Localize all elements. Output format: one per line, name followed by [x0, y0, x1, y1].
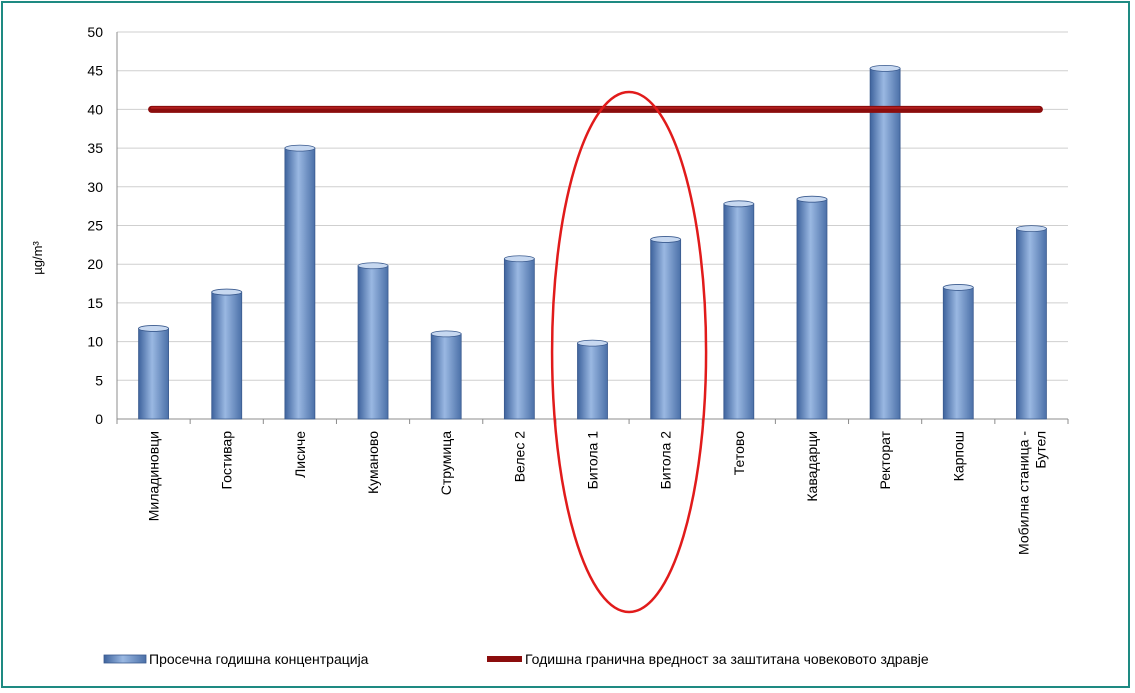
y-tick-label: 45 — [87, 63, 103, 79]
category-label-line: Бутел — [1032, 431, 1048, 469]
category-label-text: Кавадарци — [804, 431, 820, 502]
bar-top — [211, 288, 243, 296]
bar-top — [723, 200, 755, 208]
category-label: Тетово — [731, 431, 747, 475]
category-label: Карпош — [950, 431, 966, 481]
bar-body — [577, 342, 608, 420]
bar — [1016, 225, 1047, 420]
category-label-text: Гостивар — [219, 431, 235, 490]
bar-body — [796, 198, 828, 420]
category-label-text: Миладиновци — [146, 431, 162, 521]
category-label-text: Велес 2 — [511, 431, 527, 483]
category-label: Мобилна станица -Бутел — [1015, 431, 1048, 555]
bar-body — [503, 258, 535, 420]
bar-body — [211, 291, 243, 420]
category-label-text: Мобилна станица -Бутел — [1015, 431, 1048, 555]
y-axis-label: µg/m³ — [30, 241, 45, 275]
category-label: Ректорат — [877, 430, 893, 489]
bar-body — [869, 67, 901, 420]
y-tick-label: 15 — [87, 295, 103, 311]
category-label: Куманово — [365, 431, 381, 494]
gridlines — [117, 31, 1068, 381]
y-tick-label: 20 — [87, 256, 103, 272]
legend-item-line: Годишна гранична вредност за заштитана ч… — [487, 651, 929, 667]
category-label: Велес 2 — [511, 431, 527, 483]
y-tick-label: 40 — [87, 101, 103, 117]
category-label: Струмица — [438, 431, 454, 495]
legend-label-line: Годишна гранична вредност за заштитана ч… — [525, 651, 929, 667]
bar-top — [577, 339, 608, 347]
category-label-text: Куманово — [365, 431, 381, 494]
bar-body — [138, 328, 169, 420]
bar — [357, 262, 389, 420]
bar-body — [942, 287, 974, 420]
bars — [138, 64, 1047, 420]
y-tick-label: 25 — [87, 218, 103, 234]
bar-body — [723, 203, 755, 420]
bar — [723, 200, 755, 420]
legend-swatch-bar — [103, 654, 147, 664]
category-label-text: Тетово — [731, 431, 747, 475]
legend-item-bar: Просечна годишна концентрација — [103, 651, 369, 667]
bar-body — [650, 239, 682, 420]
category-label-text: Струмица — [438, 431, 454, 495]
bar-body — [430, 333, 462, 420]
category-label-text: Битола 1 — [585, 431, 601, 490]
category-label-text: Карпош — [950, 431, 966, 481]
bar — [796, 195, 828, 420]
category-label-text: Битола 2 — [658, 431, 674, 490]
category-label: Битола 1 — [585, 431, 601, 490]
bar-top — [942, 284, 974, 291]
bar — [942, 284, 974, 420]
bar-top — [357, 262, 389, 270]
category-label: Миладиновци — [146, 431, 162, 521]
bar-body — [284, 147, 316, 420]
bar — [430, 330, 462, 420]
bar — [577, 339, 608, 420]
bar-body — [1016, 228, 1047, 420]
category-label-text: Ректорат — [877, 430, 893, 489]
y-tick-label: 0 — [95, 411, 103, 427]
bar-top — [284, 144, 316, 152]
bar — [211, 288, 243, 420]
bar — [138, 325, 169, 420]
category-label: Гостивар — [219, 431, 235, 490]
bar-top — [1016, 225, 1047, 232]
category-label-line: Мобилна станица - — [1015, 431, 1031, 555]
category-label-text: Лисиче — [292, 431, 308, 478]
highlight-ellipse — [550, 90, 708, 614]
category-labels: Миладиновци Гостивар Лисиче Куманово Струмиц… — [146, 430, 1049, 555]
bar-top — [430, 330, 462, 338]
legend-label-bar: Просечна годишна концентрација — [149, 651, 369, 667]
y-tick-label: 10 — [87, 334, 103, 350]
bar-top — [869, 64, 901, 72]
limit-line-layer — [148, 105, 1043, 113]
y-tick-label: 50 — [87, 24, 103, 40]
y-tick-label: 35 — [87, 140, 103, 156]
category-label: Кавадарци — [804, 431, 820, 502]
bar — [503, 255, 535, 420]
y-tick-label: 5 — [95, 372, 103, 388]
bar-top — [650, 236, 682, 243]
category-label: Битола 2 — [658, 431, 674, 490]
y-tick-label: 30 — [87, 179, 103, 195]
bar — [284, 144, 316, 420]
bar-body — [357, 265, 389, 420]
highlight-layer — [550, 90, 708, 614]
bar — [869, 64, 901, 420]
bar-top — [138, 325, 169, 332]
y-tick-labels: 0 5 10 15 20 25 30 35 40 45 50 — [87, 24, 103, 427]
bar-top — [503, 255, 535, 263]
bar-top — [796, 195, 828, 203]
bar — [650, 236, 682, 420]
legend: Просечна годишна концентрација Годишна гр… — [103, 651, 929, 667]
category-label: Лисиче — [292, 431, 308, 478]
